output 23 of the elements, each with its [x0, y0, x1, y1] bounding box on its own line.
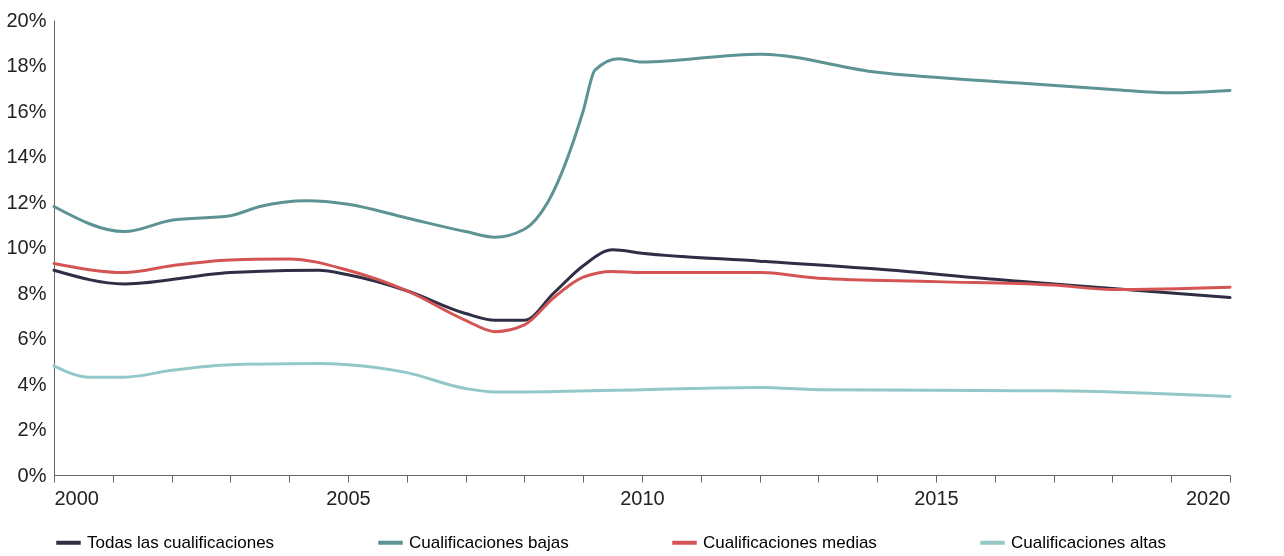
y-tick-label: 20%: [6, 8, 47, 31]
y-tick-label: 4%: [17, 372, 47, 395]
y-tick-label: 6%: [17, 327, 47, 349]
legend-label: Cualificaciones altas: [1011, 532, 1166, 552]
y-tick-label: 8%: [17, 281, 47, 304]
x-tick-label: 2005: [326, 486, 371, 509]
x-tick-label: 2000: [54, 486, 99, 509]
line-series: [52, 257, 1232, 334]
x-tick-label: 2010: [620, 486, 665, 509]
y-tick-label: 0%: [17, 463, 47, 486]
legend-label: Cualificaciones medias: [703, 532, 877, 552]
y-tick-label: 12%: [6, 190, 47, 213]
y-tick-label: 18%: [6, 54, 47, 76]
y-tick-label: 2%: [17, 418, 47, 440]
y-tick-label: 10%: [6, 236, 47, 258]
y-tick-label: 14%: [6, 145, 47, 167]
line-series: [52, 362, 1232, 399]
legend-label: Todas las cualificaciones: [87, 532, 275, 552]
legend-label: Cualificaciones bajas: [409, 532, 569, 552]
x-tick-label: 2020: [1186, 486, 1231, 509]
x-tick-label: 2015: [914, 486, 959, 509]
line-series: [52, 52, 1232, 239]
y-tick-label: 16%: [6, 99, 47, 122]
